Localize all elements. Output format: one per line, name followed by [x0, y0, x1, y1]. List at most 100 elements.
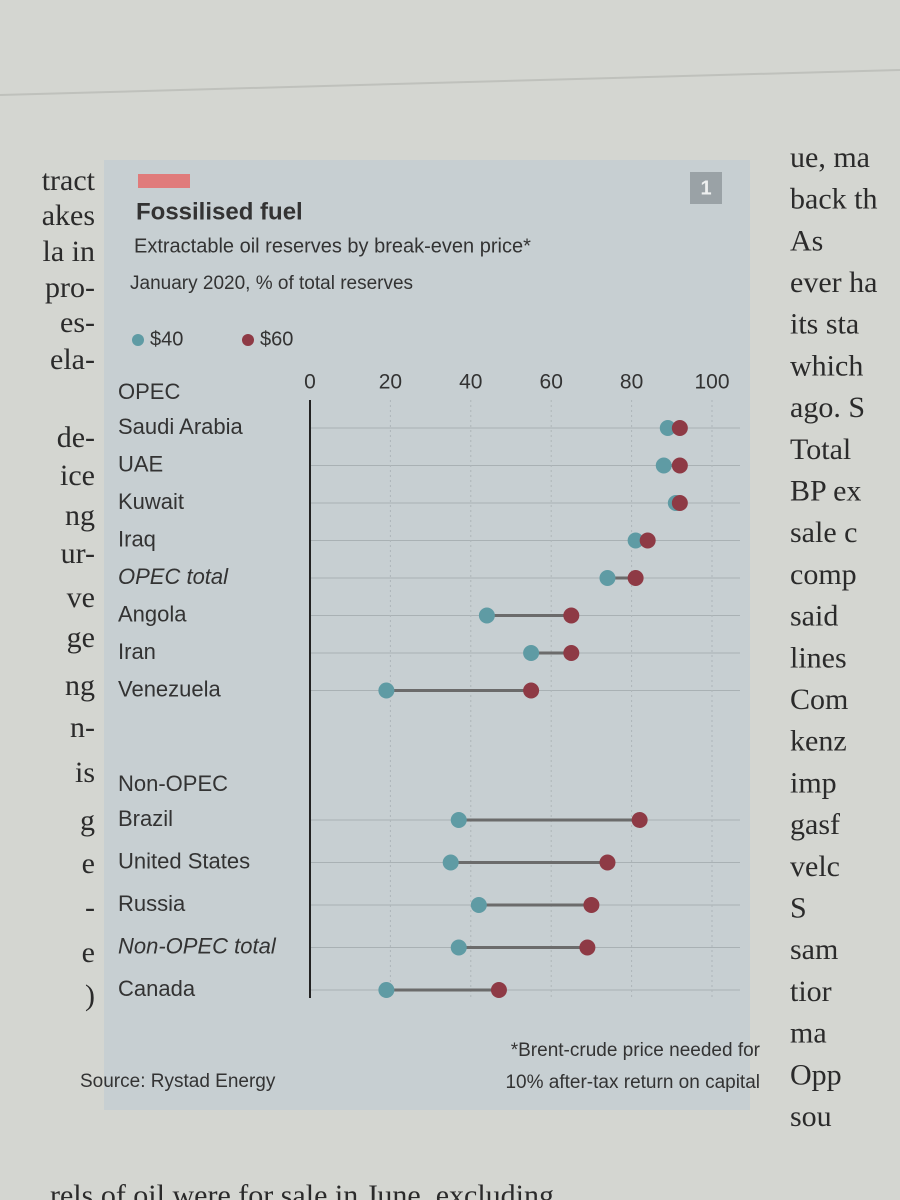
dot: [627, 570, 644, 586]
column-text: sou: [790, 1100, 832, 1133]
dot: [599, 854, 616, 871]
column-text: -: [85, 891, 95, 924]
x-tick-label: 60: [540, 371, 563, 394]
category-label: Non-OPEC total: [118, 933, 277, 958]
accent-bar: [138, 174, 190, 188]
dot: [563, 607, 580, 624]
category-label: Angola: [118, 601, 187, 626]
column-text: la in: [43, 235, 96, 268]
category-label: Kuwait: [118, 489, 184, 514]
column-text: sam: [790, 933, 838, 966]
chart-subtitle: Extractable oil reserves by break-even p…: [134, 235, 531, 257]
dot: [655, 457, 672, 474]
column-text: velc: [790, 850, 840, 883]
column-text: de-: [57, 421, 95, 454]
column-text: which: [790, 349, 863, 382]
column-text: ve: [67, 581, 95, 614]
column-text: its sta: [790, 308, 859, 341]
category-label: Iran: [118, 639, 156, 664]
column-text: lines: [790, 641, 847, 674]
chart-description: January 2020, % of total reserves: [130, 273, 413, 294]
dot: [478, 607, 495, 624]
column-text: Opp: [790, 1058, 842, 1091]
group-label: OPEC: [118, 379, 180, 404]
x-tick-label: 0: [304, 371, 316, 394]
column-text: ever ha: [790, 266, 877, 299]
column-text: ur-: [61, 537, 95, 570]
column-text: pro-: [45, 271, 95, 304]
column-text: said: [790, 600, 838, 633]
column-text: n-: [70, 711, 95, 744]
dot: [671, 420, 688, 436]
column-text: S: [790, 891, 807, 924]
column-text: es-: [60, 306, 95, 339]
category-label: UAE: [118, 451, 163, 476]
column-text: ice: [60, 459, 95, 492]
column-text: tior: [790, 975, 832, 1008]
bottom-text: rels of oil were for sale in June, exclu…: [50, 1179, 554, 1200]
column-text: akes: [42, 199, 95, 232]
chart-panel: [104, 160, 750, 1110]
column-text: tract: [42, 164, 96, 197]
column-text: ma: [790, 1017, 827, 1050]
dot: [659, 420, 676, 436]
column-text: ng: [65, 669, 95, 702]
dot: [631, 812, 648, 828]
column-text: kenz: [790, 725, 847, 758]
category-label: OPEC total: [118, 564, 229, 589]
source: Source: Rystad Energy: [80, 1071, 276, 1092]
group-label: Non-OPEC: [118, 771, 228, 796]
category-label: Russia: [118, 891, 186, 916]
legend-marker: [242, 334, 254, 346]
column-text: ue, ma: [790, 141, 870, 174]
x-tick-label: 20: [379, 371, 402, 394]
dot: [378, 682, 395, 699]
page-edge: [0, 69, 900, 96]
dot: [490, 982, 507, 998]
column-text: Total: [790, 433, 851, 466]
chart-number: 1: [700, 177, 711, 199]
column-text: Com: [790, 683, 848, 716]
column-text: e: [82, 847, 95, 880]
category-label: Brazil: [118, 806, 173, 831]
footnote: *Brent-crude price needed for: [511, 1040, 761, 1061]
footnote: 10% after-tax return on capital: [505, 1072, 760, 1093]
category-label: Canada: [118, 976, 196, 1001]
x-tick-label: 100: [694, 371, 729, 394]
category-label: Iraq: [118, 526, 156, 551]
dot: [583, 897, 600, 913]
column-text: ago. S: [790, 391, 865, 424]
dot: [579, 939, 596, 956]
column-text: g: [80, 804, 95, 837]
column-text: ela-: [50, 343, 95, 376]
dot: [378, 982, 395, 998]
dot: [470, 897, 487, 913]
column-text: e: [82, 936, 95, 969]
column-text: ge: [67, 621, 95, 654]
column-text: ): [85, 979, 95, 1012]
dot: [671, 495, 688, 511]
column-text: comp: [790, 558, 857, 591]
chart-number-box: [690, 172, 722, 204]
column-text: ng: [65, 499, 95, 532]
dot: [599, 570, 616, 586]
dot: [523, 682, 540, 699]
dot: [523, 645, 540, 661]
dot: [639, 532, 656, 549]
dot: [442, 854, 459, 871]
column-text: sale c: [790, 516, 857, 549]
dot: [671, 457, 688, 474]
column-text: imp: [790, 766, 837, 799]
category-label: Saudi Arabia: [118, 414, 244, 439]
dot: [450, 812, 467, 828]
column-text: gasf: [790, 808, 840, 841]
legend-marker: [132, 334, 144, 346]
category-label: Venezuela: [118, 676, 222, 701]
column-text: BP ex: [790, 474, 861, 507]
x-tick-label: 80: [620, 371, 643, 394]
column-text: back th: [790, 183, 877, 216]
category-label: United States: [118, 848, 250, 873]
chart-title: Fossilised fuel: [136, 198, 303, 225]
x-tick-label: 40: [459, 371, 482, 394]
